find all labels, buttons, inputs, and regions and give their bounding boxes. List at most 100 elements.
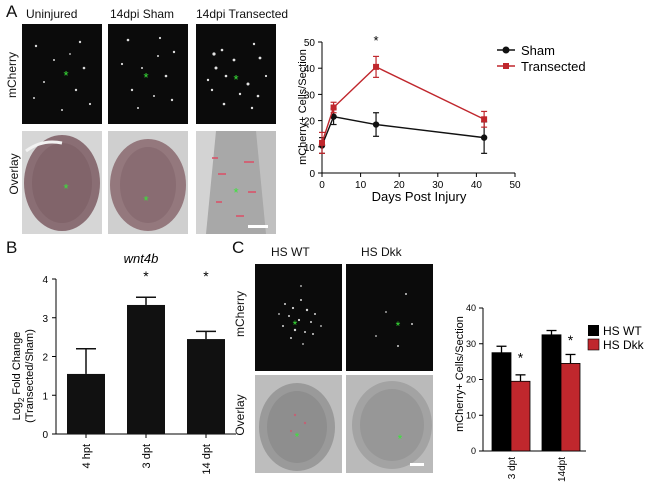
micrograph-hswt-overlay: *	[255, 375, 342, 473]
center-marker-icon: *	[396, 319, 401, 333]
chart-b-xtick-label: 3 dpt	[141, 444, 153, 468]
row-label-mcherry-a: mCherry	[5, 52, 19, 99]
chart-a-xtick-label: 20	[394, 180, 406, 191]
chart-b-ytick-label: 4	[42, 275, 48, 286]
chart-a-xtick-label: 40	[471, 180, 483, 191]
legend-hswt-label: HS WT	[603, 324, 642, 338]
column-label-hs-dkk: HS Dkk	[361, 245, 402, 259]
chart-a-xtick-label: 30	[432, 180, 444, 191]
chart-a-ytick-label: 10	[304, 143, 316, 154]
panel-b-letter: B	[6, 238, 18, 257]
chart-b-bar	[127, 304, 165, 434]
chart-a-xlabel: Days Post Injury	[372, 189, 467, 204]
chart-a-point	[330, 104, 337, 111]
scale-bar	[248, 225, 268, 228]
svg-text:Log2Fold Change: Log2 Fold Change	[11, 332, 26, 421]
chart-c: 0 10 20 30 40 3 dpt 14dpt * * mCherry+ Cells/Se…	[454, 303, 645, 482]
chart-b-ylabel-line2: (Transected/Sham)	[24, 329, 36, 423]
chart-a: 0 10 20 30 40 50 0 10 20 30 40 50 * Days Post Injur…	[297, 33, 586, 204]
center-marker-icon: *	[398, 432, 403, 446]
legend-transected-label: Transected	[521, 59, 586, 74]
center-marker-icon: *	[143, 70, 148, 85]
chart-b-significance-star: *	[143, 268, 149, 284]
chart-c-ylabel: mCherry+ Cells/Section	[454, 316, 466, 432]
chart-c-ytick-label: 10	[466, 410, 476, 420]
micrograph-hsdkk-mcherry: *	[346, 264, 433, 371]
micrograph-uninjured-mcherry: *	[22, 24, 102, 124]
chart-a-ytick-label: 30	[304, 90, 316, 101]
chart-a-point	[480, 134, 488, 141]
chart-c-ytick-label: 20	[466, 375, 476, 385]
chart-a-xtick-label: 0	[319, 180, 325, 191]
center-marker-icon: *	[63, 181, 68, 196]
micrograph-transected-overlay: *	[196, 131, 276, 234]
chart-a-ytick-label: 50	[304, 38, 316, 49]
chart-c-bar	[491, 352, 512, 452]
chart-c-ytick-label: 40	[466, 303, 476, 313]
chart-a-xtick-label: 50	[509, 180, 521, 191]
legend-sham-label: Sham	[521, 43, 555, 58]
center-marker-icon: *	[63, 68, 68, 83]
chart-c-bar	[560, 363, 581, 452]
chart-b-ylabel-rest: Fold Change	[11, 332, 23, 395]
chart-a-ytick-label: 40	[304, 64, 316, 75]
chart-a-ytick-label: 0	[309, 169, 315, 180]
chart-b-ylabel-main: Log	[11, 402, 23, 420]
chart-a-significance-star: *	[374, 33, 379, 48]
chart-c-bar	[510, 380, 531, 452]
chart-b-ytick-label: 0	[42, 430, 48, 441]
chart-b-title: wnt4b	[124, 251, 159, 266]
column-label-hs-wt: HS WT	[271, 245, 310, 259]
chart-b-xtick-label: 4 hpt	[81, 444, 93, 468]
legend-hsdkk-label: HS Dkk	[603, 338, 645, 352]
chart-b-significance-star: *	[203, 268, 209, 284]
chart-c-xtick-label: 3 dpt	[507, 457, 518, 479]
row-label-mcherry-c: mCherry	[233, 291, 247, 338]
micrograph-transected-mcherry: *	[196, 24, 276, 124]
micrograph-hswt-mcherry: *	[255, 264, 342, 371]
chart-a-point	[330, 113, 337, 120]
panel-c-letter: C	[232, 238, 245, 257]
chart-c-xtick-label: 14dpt	[557, 457, 568, 482]
scale-bar	[410, 463, 424, 466]
chart-a-point	[373, 63, 380, 70]
column-label-sham: 14dpi Sham	[110, 7, 175, 21]
micrograph-hsdkk-overlay: *	[346, 375, 433, 473]
chart-a-point	[481, 116, 488, 123]
chart-a-series-line-1	[321, 66, 485, 144]
chart-a-point	[372, 121, 380, 128]
chart-c-ytick-label: 0	[471, 446, 476, 456]
column-label-uninjured: Uninjured	[26, 7, 78, 21]
chart-a-xtick-label: 10	[355, 180, 367, 191]
center-marker-icon: *	[295, 430, 300, 444]
chart-a-series-line-0	[321, 115, 485, 146]
chart-b-ytick-label: 1	[42, 391, 48, 402]
chart-c-significance-star: *	[568, 332, 574, 348]
chart-b-ylabel: Log2 Fold Change (Transected/Sham)	[11, 329, 36, 423]
row-label-overlay-a: Overlay	[7, 153, 21, 195]
micrograph-sham-mcherry: *	[108, 24, 188, 124]
chart-c-bar	[541, 334, 562, 452]
chart-b-ytick-label: 2	[42, 353, 48, 364]
chart-b-bar	[67, 373, 105, 434]
row-label-overlay-c: Overlay	[233, 394, 247, 436]
center-marker-icon: *	[233, 185, 238, 200]
chart-c-ytick-label: 30	[466, 339, 476, 349]
chart-b-xtick-label: 14 dpt	[201, 444, 213, 475]
center-marker-icon: *	[293, 318, 298, 332]
chart-a-ytick-label: 20	[304, 117, 316, 128]
micrograph-uninjured-overlay: *	[22, 131, 102, 234]
chart-c-significance-star: *	[518, 350, 524, 366]
column-label-transected: 14dpi Transected	[196, 7, 289, 21]
chart-a-ylabel: mCherry+ Cells/Section	[297, 49, 309, 165]
chart-b-bar	[187, 339, 225, 434]
panel-a-letter: A	[6, 2, 18, 21]
chart-b-ylabel-sub: 2	[17, 397, 26, 402]
chart-a-point	[319, 139, 325, 146]
chart-c-legend: HS WT HS Dkk	[587, 324, 645, 352]
center-marker-icon: *	[143, 193, 148, 208]
center-marker-icon: *	[233, 72, 238, 87]
chart-b-ytick-label: 3	[42, 314, 48, 325]
chart-a-legend: Sham Transected	[497, 43, 586, 74]
